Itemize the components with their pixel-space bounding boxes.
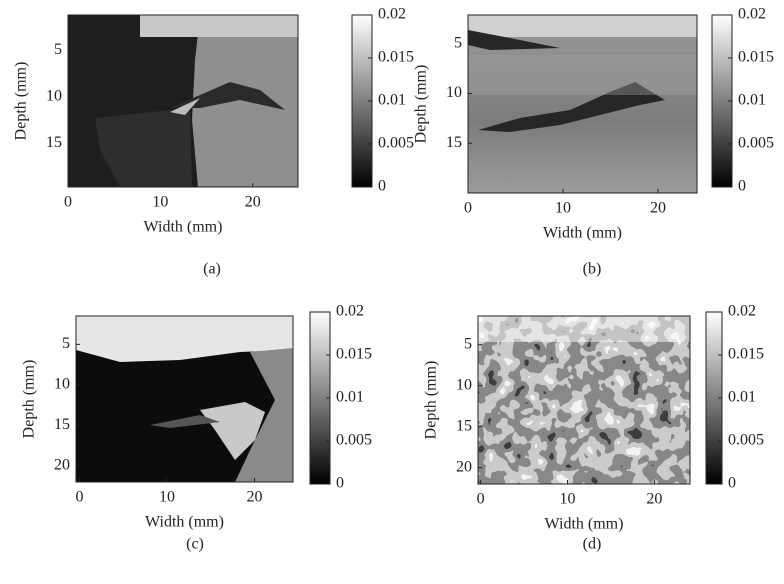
y-tick-label: 15 bbox=[456, 417, 472, 434]
panel-caption: (c) bbox=[186, 536, 204, 553]
x-tick-label: 0 bbox=[477, 491, 485, 508]
y-tick-label: 15 bbox=[54, 416, 70, 433]
y-tick-label: 5 bbox=[62, 335, 70, 352]
image-b bbox=[468, 15, 697, 193]
y-tick-label: 20 bbox=[54, 456, 70, 473]
x-tick-label: 10 bbox=[555, 200, 571, 217]
colorbar-tick-label: 0.015 bbox=[738, 49, 774, 66]
colorbar-tick-label: 0 bbox=[728, 475, 736, 492]
y-axis-label: Depth (mm) bbox=[13, 62, 30, 141]
x-tick-label: 10 bbox=[559, 491, 575, 508]
x-tick-label: 20 bbox=[650, 200, 666, 217]
y-tick-label: 5 bbox=[454, 35, 462, 52]
colorbar-tick-label: 0.015 bbox=[378, 49, 414, 66]
x-tick-label: 0 bbox=[464, 200, 472, 217]
y-axis-label: Depth (mm) bbox=[423, 361, 440, 440]
colorbar-tick-label: 0.005 bbox=[738, 135, 774, 152]
axes-frame bbox=[67, 14, 299, 188]
x-axis-label: Width (mm) bbox=[543, 225, 622, 242]
y-axis-label: Depth (mm) bbox=[21, 360, 38, 439]
axes-frame bbox=[75, 315, 294, 483]
panel-caption: (a) bbox=[203, 261, 221, 278]
x-tick-label: 20 bbox=[245, 194, 261, 211]
image-d bbox=[478, 316, 690, 484]
image-c bbox=[76, 316, 293, 482]
colorbar-tick-label: 0 bbox=[738, 178, 746, 195]
colorbar-tick-label: 0 bbox=[336, 475, 344, 492]
y-axis-label: Depth (mm) bbox=[413, 65, 430, 144]
colorbar-tick-label: 0.01 bbox=[728, 389, 756, 406]
colorbar-tick-label: 0.015 bbox=[728, 346, 764, 363]
x-axis-label: Width (mm) bbox=[545, 516, 624, 533]
colorbar-tick-label: 0.02 bbox=[336, 303, 364, 320]
y-tick-label: 10 bbox=[54, 376, 70, 393]
panel-caption: (b) bbox=[583, 261, 602, 278]
y-tick-label: 10 bbox=[456, 376, 472, 393]
y-tick-label: 5 bbox=[464, 335, 472, 352]
x-tick-label: 20 bbox=[646, 491, 662, 508]
colorbar-tick-label: 0 bbox=[378, 178, 386, 195]
x-tick-label: 10 bbox=[152, 194, 168, 211]
x-axis-label: Width (mm) bbox=[145, 514, 224, 531]
x-tick-label: 20 bbox=[247, 489, 263, 506]
y-tick-label: 5 bbox=[54, 41, 62, 58]
axes-frame bbox=[477, 315, 691, 485]
x-tick-label: 0 bbox=[76, 489, 84, 506]
axes-frame bbox=[467, 14, 698, 194]
colorbar-tick-label: 0.015 bbox=[336, 346, 372, 363]
colorbar-tick-label: 0.02 bbox=[378, 6, 406, 23]
colorbar-tick-label: 0.01 bbox=[336, 389, 364, 406]
colorbar-tick-label: 0.01 bbox=[378, 92, 406, 109]
x-tick-label: 0 bbox=[64, 194, 72, 211]
y-tick-label: 10 bbox=[446, 84, 462, 101]
y-tick-label: 15 bbox=[46, 134, 62, 151]
colorbar-tick-label: 0.01 bbox=[738, 92, 766, 109]
y-tick-label: 15 bbox=[446, 134, 462, 151]
image-a bbox=[68, 15, 298, 187]
y-tick-label: 20 bbox=[456, 458, 472, 475]
colorbar-tick-label: 0.02 bbox=[738, 6, 766, 23]
y-tick-label: 10 bbox=[46, 87, 62, 104]
colorbar-tick-label: 0.005 bbox=[728, 432, 764, 449]
x-axis-label: Width (mm) bbox=[144, 219, 223, 236]
x-tick-label: 10 bbox=[159, 489, 175, 506]
colorbar-tick-label: 0.005 bbox=[378, 135, 414, 152]
colorbar-tick-label: 0.005 bbox=[336, 432, 372, 449]
colorbar-tick-label: 0.02 bbox=[728, 303, 756, 320]
panel-caption: (d) bbox=[583, 536, 602, 553]
